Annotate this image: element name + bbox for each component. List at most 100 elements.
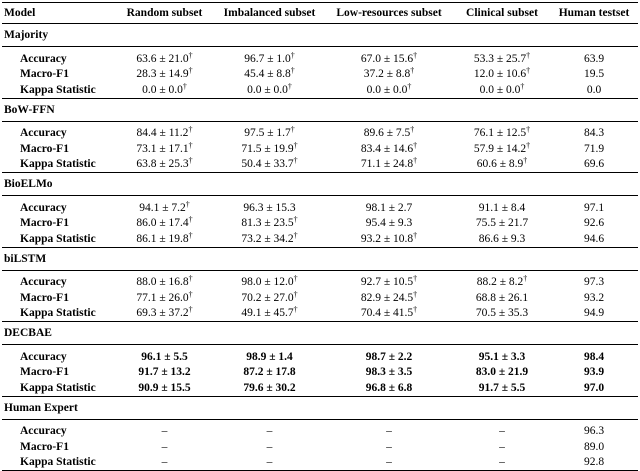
cell: 63.8 ± 25.3†	[114, 157, 215, 173]
row-label: Macro-F1	[20, 217, 69, 230]
cell-value: 71.5 ± 19.9	[241, 142, 294, 155]
cell-value: 86.0 ± 17.4	[136, 217, 189, 230]
significance-mark: †	[413, 230, 418, 240]
row-label: Accuracy	[20, 52, 67, 65]
significance-mark: †	[293, 289, 298, 299]
significance-mark: †	[293, 274, 298, 284]
cell-value: 98.9 ± 1.4	[246, 350, 293, 363]
row-label: Macro-F1	[20, 440, 69, 453]
cell-value: –	[386, 425, 392, 438]
cell-value: 84.3	[583, 127, 605, 140]
cell-value: 97.3	[583, 276, 605, 289]
cell: –	[454, 419, 550, 439]
cell-value: 60.6 ± 8.9	[476, 158, 524, 171]
significance-mark: †	[413, 289, 418, 299]
significance-mark: †	[413, 156, 418, 166]
cell-value: 96.3	[583, 425, 605, 438]
group-name: biLSTM	[2, 246, 638, 271]
group-name: BoW-FFN	[2, 97, 638, 122]
cell: 49.1 ± 45.7†	[215, 306, 324, 322]
column-header: Clinical subset	[454, 2, 550, 24]
significance-mark: †	[526, 50, 531, 60]
data-row: Kappa Statistic 90.9 ± 15.5 79.6 ± 30.2 96.…	[2, 380, 638, 396]
row-label: Kappa Statistic	[20, 381, 96, 394]
cell: 98.9 ± 1.4	[215, 345, 324, 365]
significance-mark: †	[410, 66, 415, 76]
cell: 98.4	[550, 345, 638, 365]
cell-value: 71.1 ± 24.8	[360, 158, 414, 171]
cell-value: 98.1 ± 2.7	[365, 201, 413, 214]
cell: –	[114, 454, 215, 471]
cell: 89.6 ± 7.5†	[324, 121, 454, 141]
cell: 84.4 ± 11.2†	[114, 121, 215, 141]
cell: 97.3	[550, 270, 638, 290]
cell: 73.2 ± 34.2†	[215, 231, 324, 247]
cell: 63.9	[550, 47, 638, 67]
significance-mark: †	[520, 81, 525, 91]
cell: 86.0 ± 17.4†	[114, 216, 215, 232]
row-label: Macro-F1	[20, 68, 69, 81]
cell-value: 97.1	[583, 201, 605, 214]
cell-value: 49.1 ± 45.7	[241, 307, 294, 320]
cell: 70.4 ± 41.5†	[324, 306, 454, 322]
cell: 63.6 ± 21.0†	[114, 47, 215, 67]
data-row: Accuracy 94.1 ± 7.2† 96.3 ± 15.3 98.1 ± 2.7…	[2, 196, 638, 216]
cell: 71.1 ± 24.8†	[324, 157, 454, 173]
cell: 96.8 ± 6.8	[324, 380, 454, 396]
data-row: Accuracy – – – – 96.3	[2, 419, 638, 439]
cell-value: 63.8 ± 25.3	[136, 158, 189, 171]
significance-mark: †	[188, 289, 193, 299]
cell-value: 96.3 ± 15.3	[243, 201, 296, 214]
cell: 75.5 ± 21.7	[454, 216, 550, 232]
significance-mark: †	[182, 81, 187, 91]
data-row: Kappa Statistic 69.3 ± 37.2† 49.1 ± 45.7† 7…	[2, 306, 638, 322]
cell-value: 95.4 ± 9.3	[365, 217, 413, 230]
data-row: Accuracy 84.4 ± 11.2† 97.5 ± 1.7† 89.6 ± 7.…	[2, 121, 638, 141]
cell: 93.2 ± 10.8†	[324, 231, 454, 247]
cell: –	[324, 454, 454, 471]
cell: 77.1 ± 26.0†	[114, 290, 215, 306]
cell-value: 75.5 ± 21.7	[475, 217, 529, 230]
row-label: Kappa Statistic	[20, 232, 96, 245]
data-row: Kappa Statistic 63.8 ± 25.3† 50.4 ± 33.7† 7…	[2, 157, 638, 173]
cell: 81.3 ± 23.5†	[215, 216, 324, 232]
cell-value: 89.0	[583, 440, 605, 453]
data-row: Accuracy 63.6 ± 21.0† 96.7 ± 1.0† 67.0 ± 15…	[2, 47, 638, 67]
row-label: Accuracy	[20, 276, 67, 289]
significance-mark: †	[526, 140, 531, 150]
significance-mark: †	[188, 156, 193, 166]
cell-value: –	[499, 456, 505, 469]
table-body: Majority Accuracy 63.6 ± 21.0† 96.7 ± 1.0† 6…	[2, 23, 638, 471]
cell: 50.4 ± 33.7†	[215, 157, 324, 173]
significance-mark: †	[293, 215, 298, 225]
cell: 84.3	[550, 121, 638, 141]
row-label: Kappa Statistic	[20, 307, 96, 320]
cell-value: –	[161, 456, 168, 469]
group-name: Majority	[2, 23, 638, 47]
cell-value: 91.1 ± 8.4	[478, 201, 526, 214]
cell: –	[215, 439, 324, 455]
significance-mark: †	[410, 125, 415, 135]
cell-value: –	[499, 440, 505, 453]
cell-value: 92.6	[583, 217, 605, 230]
significance-mark: †	[287, 81, 292, 91]
data-row: Kappa Statistic 0.0 ± 0.0† 0.0 ± 0.0† 0.0 ±…	[2, 82, 638, 98]
group-row: Human Expert	[2, 395, 638, 420]
cell: 95.1 ± 3.3	[454, 345, 550, 365]
cell: 88.0 ± 16.8†	[114, 270, 215, 290]
significance-mark: †	[413, 50, 418, 60]
cell-value: 63.6 ± 21.0	[136, 52, 189, 65]
cell: 97.5 ± 1.7†	[215, 121, 324, 141]
data-row: Kappa Statistic 86.1 ± 19.8† 73.2 ± 34.2† 9…	[2, 231, 638, 247]
cell: 91.1 ± 8.4	[454, 196, 550, 216]
significance-mark: †	[290, 66, 295, 76]
row-label: Macro-F1	[20, 366, 69, 379]
cell: 94.6	[550, 231, 638, 247]
data-row: Kappa Statistic – – – – 92.8	[2, 454, 638, 471]
cell: 90.9 ± 15.5	[114, 380, 215, 396]
cell: 60.6 ± 8.9†	[454, 157, 550, 173]
cell-value: 0.0 ± 0.0	[366, 83, 408, 96]
significance-mark: †	[188, 125, 193, 135]
